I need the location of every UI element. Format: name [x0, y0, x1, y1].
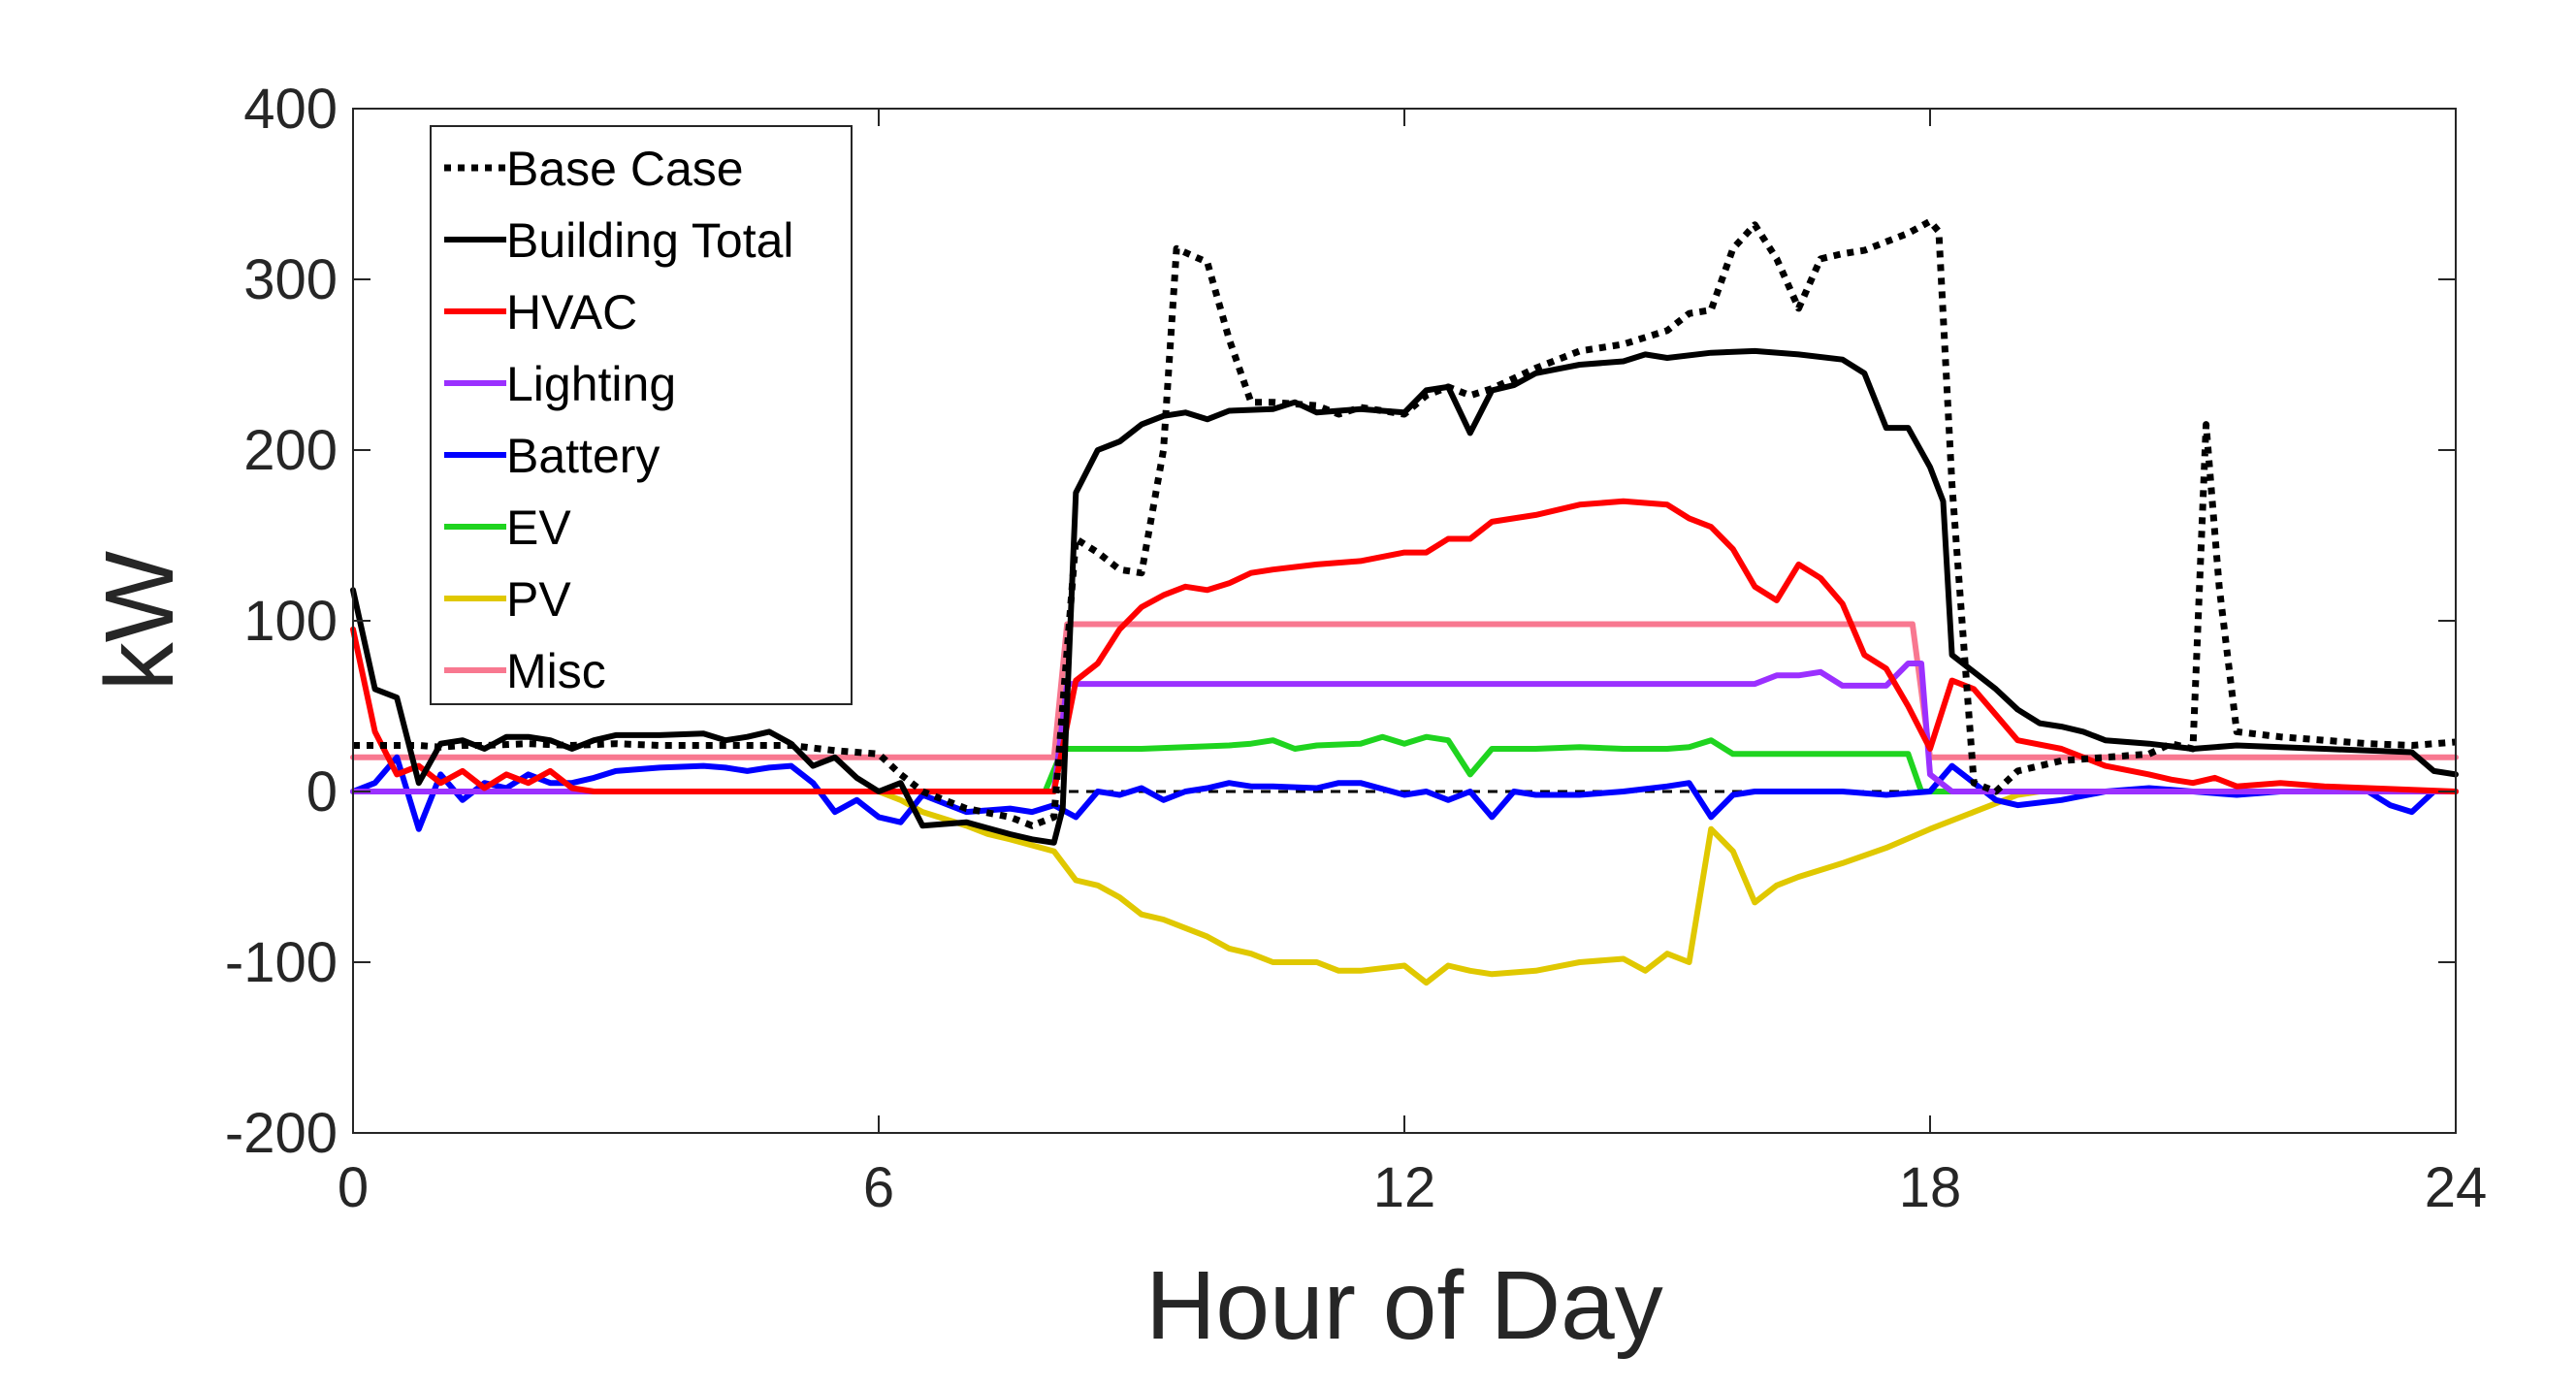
legend-label-base-case: Base Case [506, 142, 744, 196]
legend-label-building-total: Building Total [506, 213, 794, 268]
tick-group [352, 108, 2457, 1134]
legend-label-hvac: HVAC [506, 285, 637, 339]
series-line-base-case [353, 217, 2457, 829]
y-tick-label: -100 [225, 931, 338, 994]
y-tick-labels: -200 -100 0 100 200 300 400 [225, 78, 338, 1165]
series-line-building-total [350, 347, 2459, 846]
y-tick-label: 200 [243, 419, 338, 482]
x-tick-label: 24 [2425, 1156, 2488, 1219]
legend: Base Case Building Total HVAC Lighting Batte… [430, 125, 853, 705]
legend-label-lighting: Lighting [506, 357, 676, 411]
series-line-battery [350, 754, 2459, 832]
y-tick-label: 400 [243, 78, 338, 141]
y-tick-label: 300 [243, 248, 338, 311]
legend-label-pv: PV [506, 572, 571, 627]
legend-box [430, 125, 853, 705]
x-tick-label: 18 [1899, 1156, 1962, 1219]
x-tick-label: 0 [338, 1156, 369, 1219]
y-tick-label: 100 [243, 590, 338, 653]
x-tick-labels: 0 6 12 18 24 [338, 1156, 2487, 1219]
x-tick-label: 6 [863, 1156, 894, 1219]
legend-label-battery: Battery [506, 429, 660, 483]
x-tick-label: 12 [1373, 1156, 1436, 1219]
series-line-pv [350, 789, 2459, 986]
x-axis-title: Hour of Day [1145, 1251, 1663, 1360]
legend-label-ev: EV [506, 501, 571, 555]
y-axis-title: kW [85, 550, 194, 691]
y-tick-label: -200 [225, 1102, 338, 1165]
series-line-lighting [350, 661, 2459, 794]
series-line-ev [350, 733, 2459, 794]
series-group [350, 217, 2459, 986]
y-tick-label: 0 [306, 760, 338, 824]
legend-label-misc: Misc [506, 644, 606, 698]
series-line-hvac [350, 498, 2459, 794]
